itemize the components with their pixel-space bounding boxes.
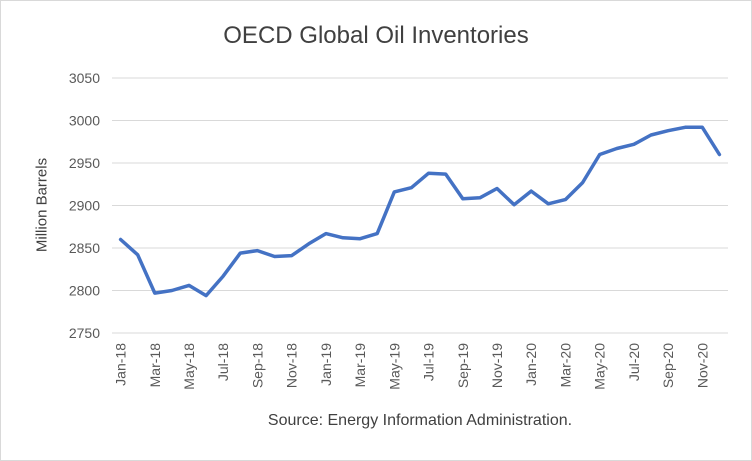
y-tick-label: 2750 bbox=[69, 325, 100, 341]
y-tick-label: 3050 bbox=[69, 70, 100, 86]
x-tick-label: May-18 bbox=[181, 343, 197, 390]
x-tick-label: Mar-19 bbox=[352, 343, 368, 388]
x-tick-label: Mar-20 bbox=[557, 343, 573, 388]
x-tick-label: Mar-18 bbox=[147, 343, 163, 388]
x-tick-label: May-19 bbox=[386, 343, 402, 390]
x-tick-label: Jul-19 bbox=[421, 343, 437, 381]
y-tick-label: 2850 bbox=[69, 240, 100, 256]
x-tick-label: Jan-18 bbox=[113, 343, 129, 386]
y-axis-ticks: 2750 2800 2850 2900 2950 3000 3050 bbox=[69, 70, 100, 341]
y-tick-label: 3000 bbox=[69, 113, 100, 129]
x-tick-label: Nov-18 bbox=[284, 343, 300, 388]
y-tick-label: 2950 bbox=[69, 155, 100, 171]
gridlines bbox=[112, 77, 728, 334]
y-tick-label: 2900 bbox=[69, 198, 100, 214]
y-tick-label: 2800 bbox=[69, 283, 100, 299]
series-line bbox=[118, 125, 722, 298]
x-tick-label: Nov-20 bbox=[694, 343, 710, 388]
series-lines bbox=[118, 125, 722, 298]
x-tick-label: Jul-20 bbox=[626, 343, 642, 381]
x-tick-label: Jan-20 bbox=[523, 343, 539, 386]
x-tick-label: Jan-19 bbox=[318, 343, 334, 386]
source-note: Source: Energy Information Administratio… bbox=[267, 412, 573, 429]
x-tick-label: Sep-20 bbox=[660, 343, 676, 388]
x-tick-label: Jul-18 bbox=[215, 343, 231, 381]
chart-title: OECD Global Oil Inventories bbox=[223, 22, 529, 49]
x-tick-label: May-20 bbox=[592, 343, 608, 390]
x-tick-label: Sep-19 bbox=[455, 343, 471, 388]
x-tick-label: Sep-18 bbox=[249, 343, 265, 388]
x-axis-ticks: Jan-18 Mar-18 May-18 Jul-18 Sep-18 Nov-18 Jan-… bbox=[113, 343, 711, 390]
x-tick-label: Nov-19 bbox=[489, 343, 505, 388]
